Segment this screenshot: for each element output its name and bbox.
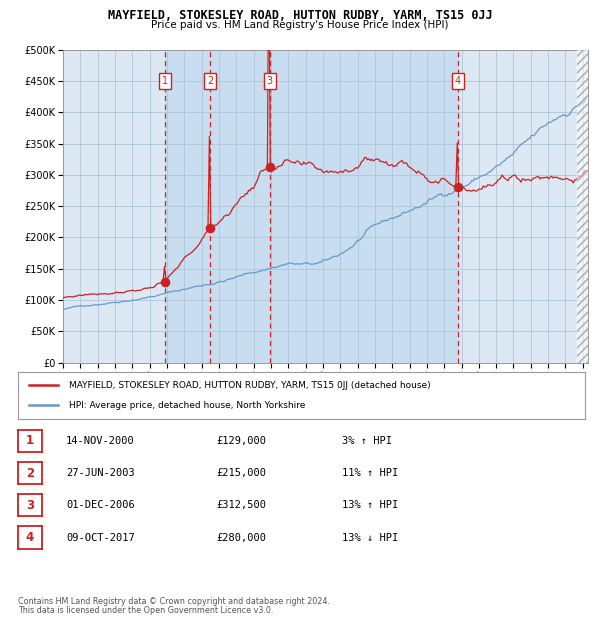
Text: Price paid vs. HM Land Registry's House Price Index (HPI): Price paid vs. HM Land Registry's House … — [151, 20, 449, 30]
Text: 14-NOV-2000: 14-NOV-2000 — [66, 436, 135, 446]
Text: MAYFIELD, STOKESLEY ROAD, HUTTON RUDBY, YARM, TS15 0JJ: MAYFIELD, STOKESLEY ROAD, HUTTON RUDBY, … — [107, 9, 493, 22]
Text: 27-JUN-2003: 27-JUN-2003 — [66, 468, 135, 478]
Point — [205, 223, 215, 233]
Text: MAYFIELD, STOKESLEY ROAD, HUTTON RUDBY, YARM, TS15 0JJ (detached house): MAYFIELD, STOKESLEY ROAD, HUTTON RUDBY, … — [69, 381, 431, 389]
Text: 2: 2 — [26, 467, 34, 479]
Text: £280,000: £280,000 — [216, 533, 266, 542]
Text: 4: 4 — [26, 531, 34, 544]
Text: 2: 2 — [207, 76, 213, 86]
Text: 1: 1 — [161, 76, 168, 86]
Text: Contains HM Land Registry data © Crown copyright and database right 2024.: Contains HM Land Registry data © Crown c… — [18, 597, 330, 606]
Text: 11% ↑ HPI: 11% ↑ HPI — [342, 468, 398, 478]
Text: 4: 4 — [454, 76, 461, 86]
Text: £312,500: £312,500 — [216, 500, 266, 510]
Text: 3: 3 — [26, 499, 34, 511]
Bar — [577, 50, 588, 363]
Point — [160, 277, 170, 287]
Text: 1: 1 — [26, 435, 34, 447]
Text: £215,000: £215,000 — [216, 468, 266, 478]
Point — [453, 182, 463, 192]
Text: £129,000: £129,000 — [216, 436, 266, 446]
Text: 3: 3 — [266, 76, 272, 86]
Text: 3% ↑ HPI: 3% ↑ HPI — [342, 436, 392, 446]
Text: 13% ↑ HPI: 13% ↑ HPI — [342, 500, 398, 510]
Text: This data is licensed under the Open Government Licence v3.0.: This data is licensed under the Open Gov… — [18, 606, 274, 615]
Bar — [165, 50, 458, 363]
Text: HPI: Average price, detached house, North Yorkshire: HPI: Average price, detached house, Nort… — [69, 401, 305, 410]
Bar — [577, 50, 588, 363]
Point — [265, 162, 274, 172]
Text: 01-DEC-2006: 01-DEC-2006 — [66, 500, 135, 510]
Text: 09-OCT-2017: 09-OCT-2017 — [66, 533, 135, 542]
Text: 13% ↓ HPI: 13% ↓ HPI — [342, 533, 398, 542]
